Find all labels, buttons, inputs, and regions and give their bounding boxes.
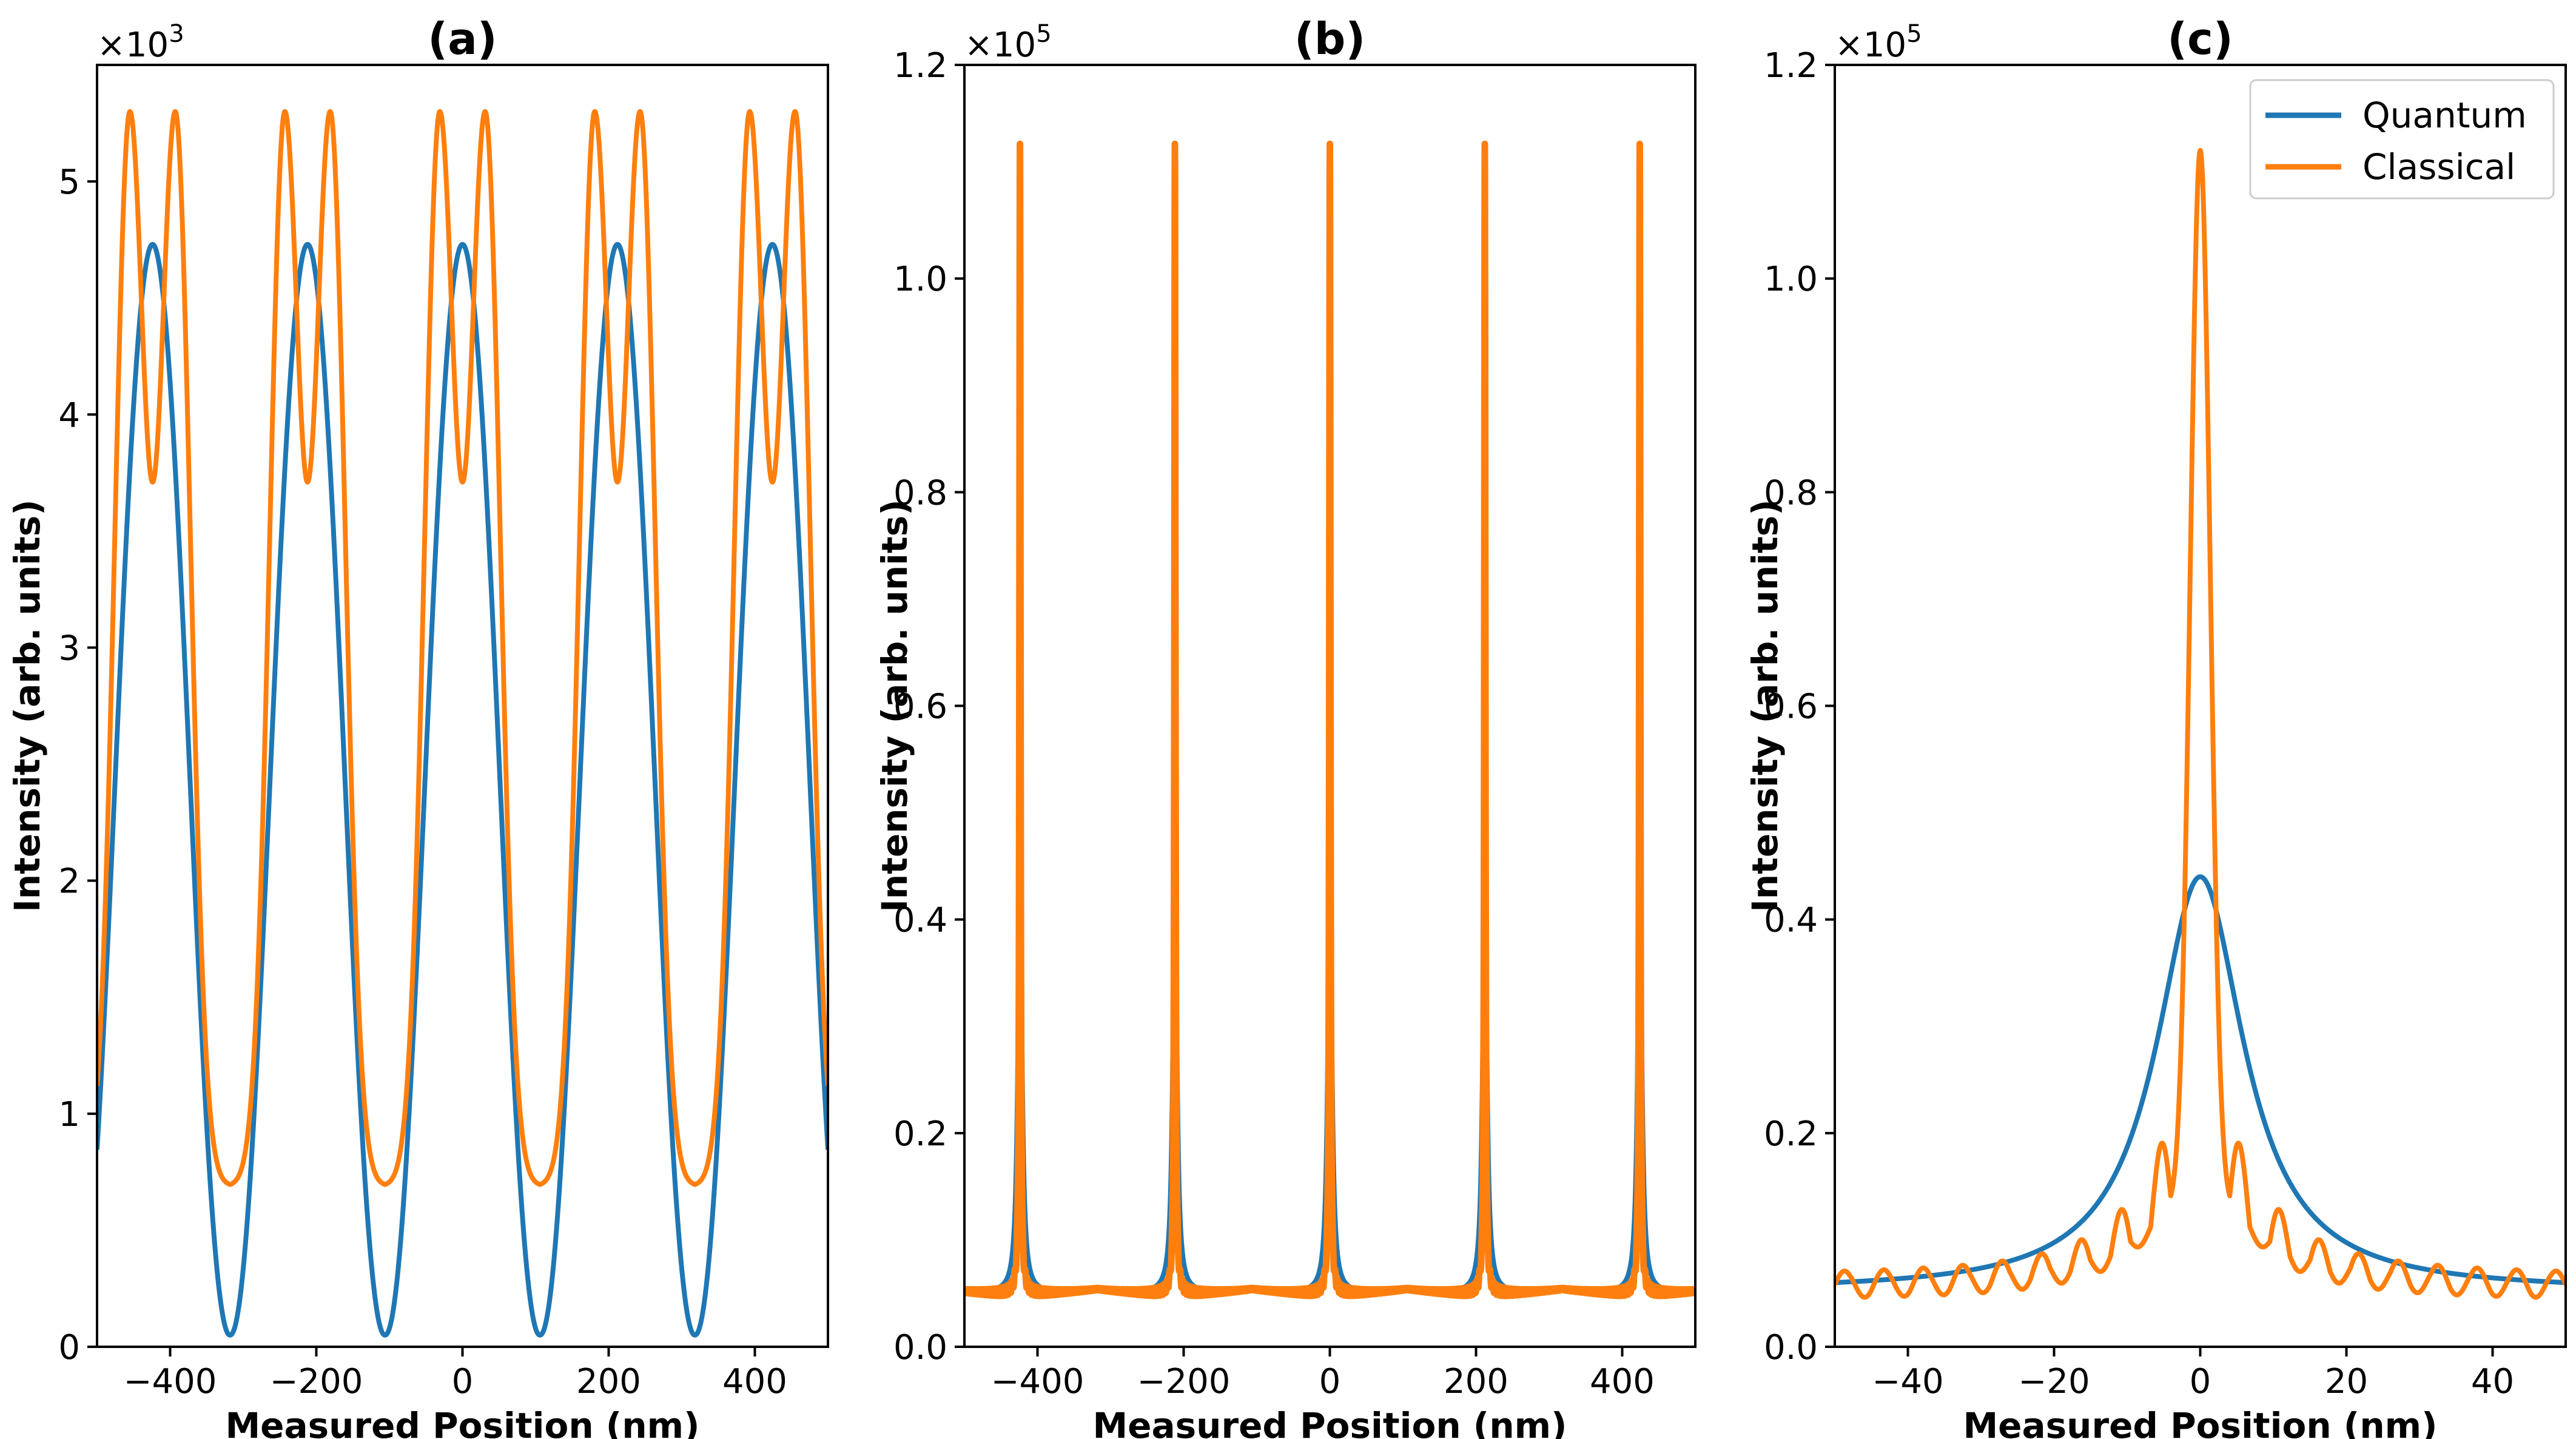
x-tick-label: 20 (2325, 1362, 2368, 1401)
x-tick-label: 400 (1590, 1362, 1655, 1401)
y-tick-label: 0 (58, 1328, 80, 1367)
x-axis-label: Measured Position (nm) (1092, 1405, 1567, 1439)
x-tick-label: 0 (2190, 1362, 2211, 1401)
y-tick-label: 1.2 (893, 46, 947, 86)
series-quantum-line (1835, 874, 2566, 1286)
series-quantum-line (97, 241, 828, 1338)
y-multiplier-exponent: 5 (1906, 20, 1922, 48)
y-multiplier-exponent: 3 (169, 20, 184, 48)
y-axis-label: Intensity (arb. units) (7, 499, 48, 912)
x-tick-label: −200 (1137, 1362, 1231, 1401)
x-axis-label: Measured Position (nm) (225, 1405, 699, 1439)
x-tick-label: 400 (722, 1362, 787, 1401)
y-multiplier-base: ×10 (1835, 25, 1906, 65)
series-classical-line (97, 109, 828, 1187)
y-tick-label: 2 (58, 862, 80, 901)
x-tick-label: 200 (576, 1362, 641, 1401)
x-tick-label: −400 (991, 1362, 1085, 1401)
panel-title: (c) (2167, 13, 2233, 64)
x-tick-label: −20 (2018, 1362, 2090, 1401)
y-tick-label: 0.2 (1764, 1114, 1818, 1154)
panel-b: −400 −200 0 200 400 0.0 0.2 0.4 0.6 0.8 1.0 1.2 Meas… (874, 13, 1697, 1439)
x-tick-label: −400 (124, 1362, 217, 1401)
x-tick-label: −40 (1872, 1362, 1943, 1401)
panel-title: (a) (428, 13, 497, 64)
y-tick-label: 0.4 (1764, 901, 1818, 940)
y-tick-label: 4 (58, 396, 80, 435)
series-classical-line (964, 140, 1695, 1299)
y-tick-label: 0.6 (893, 687, 947, 727)
x-axis-label: Measured Position (nm) (1963, 1405, 2437, 1439)
y-tick-label: 0.2 (893, 1114, 947, 1154)
x-tick-label: 40 (2471, 1362, 2514, 1401)
y-multiplier: ×105 (1835, 20, 1922, 65)
y-axis-label: Intensity (arb. units) (874, 499, 915, 912)
y-tick-label: 1 (58, 1095, 80, 1134)
x-tick-label: 200 (1444, 1362, 1508, 1401)
x-tick-label: −200 (270, 1362, 363, 1401)
y-multiplier-exponent: 5 (1036, 20, 1051, 48)
axes-frame (1834, 64, 2567, 1348)
legend: Quantum Classical (2249, 79, 2555, 200)
y-tick-label: 5 (58, 163, 80, 202)
panel-a: −400 −200 0 200 400 0 1 2 3 4 5 Measured Position (… (7, 13, 829, 1439)
y-multiplier: ×103 (97, 20, 184, 65)
plot-area (964, 140, 1695, 1299)
y-multiplier: ×105 (964, 20, 1052, 65)
series-classical-line (1835, 147, 2566, 1300)
y-tick-label: 3 (58, 629, 80, 668)
y-tick-label: 0.6 (1764, 687, 1818, 727)
panel-title: (b) (1294, 13, 1365, 64)
y-tick-label: 0.0 (1764, 1328, 1818, 1367)
y-tick-label: 0.8 (1764, 473, 1818, 513)
legend-label-quantum: Quantum (2362, 95, 2527, 136)
y-multiplier-base: ×10 (97, 25, 169, 65)
legend-label-classical: Classical (2362, 146, 2515, 187)
y-tick-label: 1.0 (1764, 260, 1818, 299)
plot-area (1835, 147, 2566, 1300)
y-tick-label: 1.0 (893, 260, 947, 299)
x-tick-label: 0 (452, 1362, 474, 1401)
x-tick-label: 0 (1319, 1362, 1341, 1401)
y-axis-label: Intensity (arb. units) (1744, 499, 1786, 912)
panel-c: −40 −20 0 20 40 0.0 0.2 0.4 0.6 0.8 1.0 1.2 Measured… (1744, 13, 2567, 1439)
y-tick-label: 0.4 (893, 901, 947, 940)
y-tick-label: 1.2 (1764, 46, 1818, 86)
plot-area (97, 109, 828, 1338)
y-multiplier-base: ×10 (964, 25, 1036, 65)
y-tick-label: 0.0 (893, 1328, 947, 1367)
y-tick-label: 0.8 (893, 473, 947, 513)
